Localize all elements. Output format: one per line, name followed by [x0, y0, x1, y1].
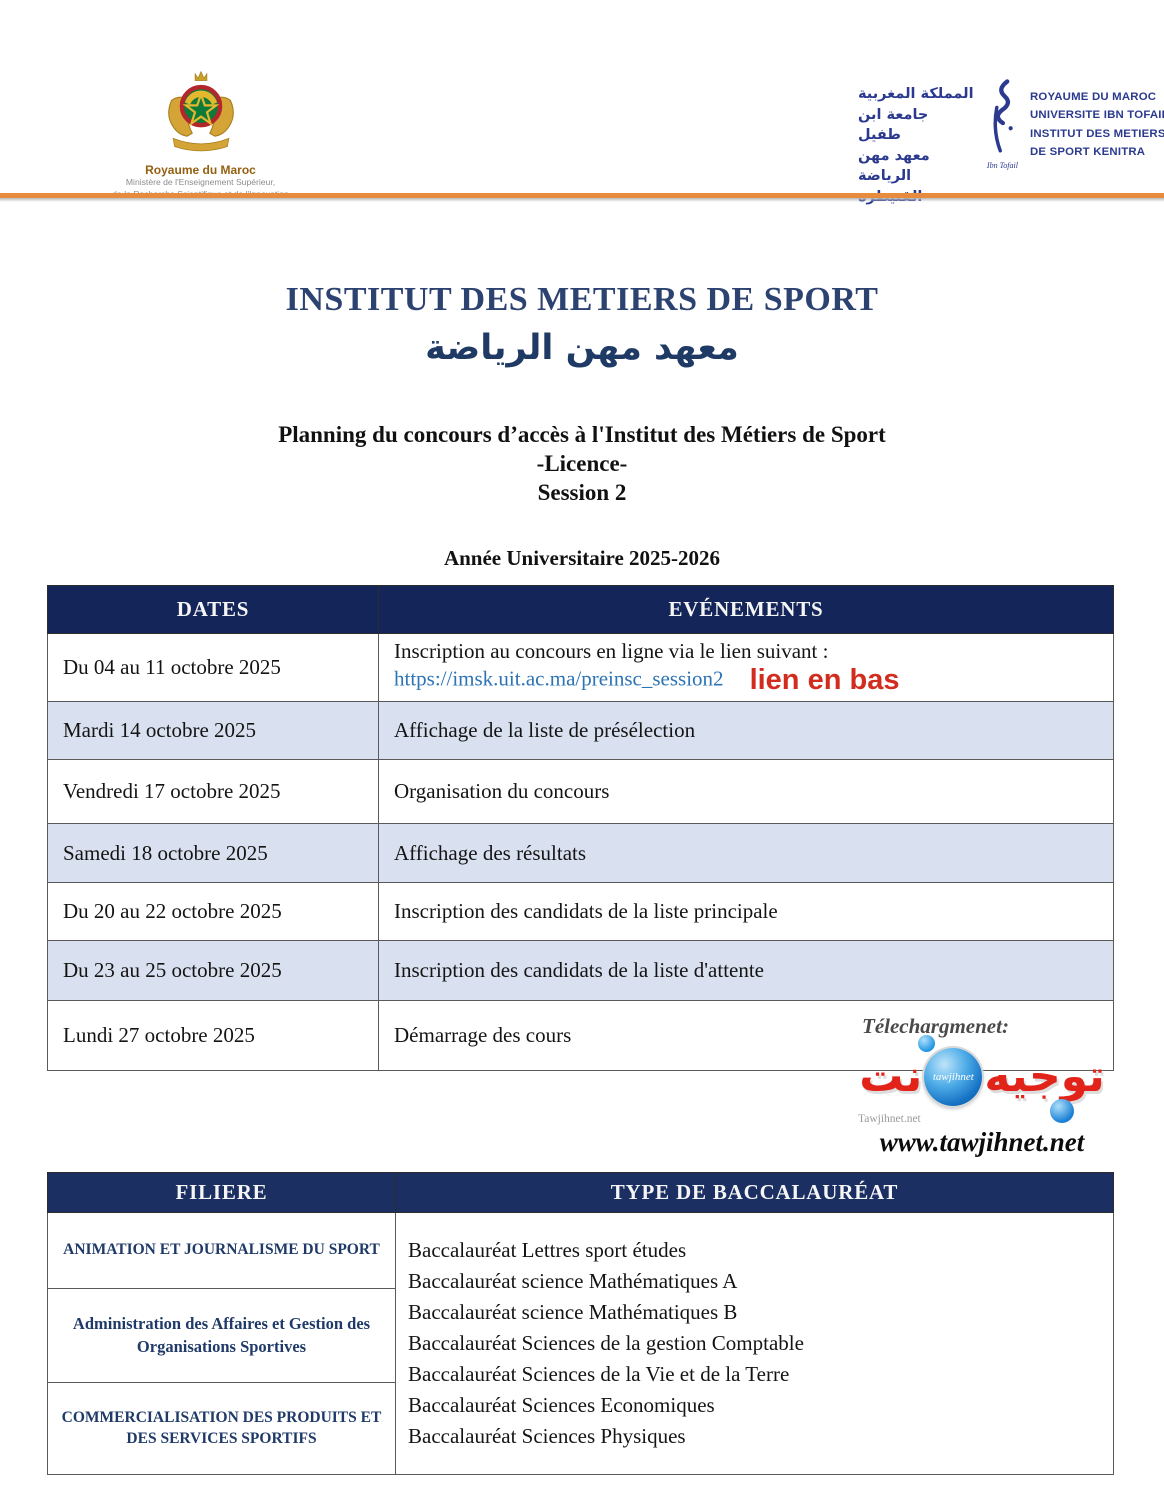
date-cell: Du 04 au 11 octobre 2025	[47, 633, 379, 702]
session-label: Session 2	[537, 480, 627, 505]
schedule-row: Vendredi 17 octobre 2025 Organisation du…	[47, 759, 1114, 824]
uit-arabic-line: معهد مهن الرياضة	[858, 147, 930, 185]
tawjihnet-logo: نت tawjihnet توجيه Tawjihnet.net	[852, 1035, 1112, 1125]
uit-text-line: INSTITUT DES METIERS	[1030, 127, 1164, 140]
schedule-row: Mardi 14 octobre 2025 Affichage de la li…	[47, 701, 1114, 760]
licence-label: -Licence-	[536, 451, 628, 476]
schedule-row: Du 23 au 25 octobre 2025 Inscription des…	[47, 940, 1114, 1001]
uit-text-line: ROYAUME DU MAROC	[1030, 91, 1157, 103]
event-cell: Inscription des candidats de la liste d'…	[378, 940, 1114, 1001]
date-cell: Mardi 14 octobre 2025	[47, 701, 379, 760]
uit-text-line: UNIVERSITE IBN TOFAIL	[1030, 109, 1164, 122]
event-cell: Affichage de la liste de présélection	[378, 701, 1114, 760]
registration-link[interactable]: https://imsk.uit.ac.ma/preinsc_session2	[394, 665, 724, 690]
uit-arabic-lines: المملكة المغربية جامعة ابن طفيل معهد مهن…	[858, 84, 975, 207]
orange-divider	[0, 193, 1164, 202]
ministry-line1: Ministère de l'Enseignement Supérieur,	[125, 177, 276, 187]
filiere-row: ANIMATION ET JOURNALISME DU SPORT Baccal…	[47, 1212, 1114, 1475]
page-title-arabic: معهد مهن الرياضة	[425, 328, 739, 368]
bac-type-item: Baccalauréat Sciences de la gestion Comp…	[408, 1331, 804, 1355]
page-title: INSTITUT DES METIERS DE SPORT	[285, 281, 879, 318]
event-cell: Organisation du concours	[378, 759, 1114, 824]
download-label: Télechargmenet:	[862, 1014, 1009, 1038]
event-text: Inscription au concours en ligne via le …	[394, 638, 829, 663]
annotation-lien-en-bas: lien en bas	[749, 663, 900, 696]
morocco-coat-of-arms-icon	[167, 70, 234, 152]
bac-type-item: Baccalauréat Sciences Economiques	[408, 1393, 715, 1417]
event-cell: Affichage des résultats	[378, 823, 1114, 883]
bac-type-item: Baccalauréat Sciences Physiques	[408, 1424, 686, 1448]
bac-type-item: Baccalauréat science Mathématiques A	[408, 1269, 738, 1293]
tawjihnet-globe-text: tawjihnet	[932, 1071, 974, 1083]
date-cell: Du 20 au 22 octobre 2025	[47, 882, 379, 941]
uit-calligraphy-icon	[993, 79, 1014, 153]
logo-bubble-icon	[1050, 1099, 1074, 1123]
event-cell: Inscription au concours en ligne via le …	[378, 633, 1114, 702]
filiere-column-header: FILIERE	[47, 1172, 396, 1213]
tawjihnet-globe-icon: tawjihnet	[924, 1048, 983, 1106]
dates-column-header: DATES	[47, 585, 379, 634]
tawjihnet-watermark: Télechargmenet: نت tawjihnet توجيه Tawji…	[852, 1014, 1112, 1158]
bac-type-item: Baccalauréat Lettres sport études	[408, 1238, 687, 1262]
filiere-header-row: FILIERE TYPE DE BACCALAURÉAT	[47, 1172, 1114, 1213]
filiere-table: FILIERE TYPE DE BACCALAURÉAT ANIMATION E…	[47, 1172, 1114, 1475]
uit-logo-block: المملكة المغربية جامعة ابن طفيل معهد مهن…	[858, 78, 1164, 207]
uit-script-label: Ibn Tofail	[986, 161, 1018, 170]
uit-arabic-line: المملكة المغربية	[858, 86, 974, 102]
filiere-cell: COMMERCIALISATION DES PRODUITS ET DES SE…	[47, 1382, 396, 1475]
royaume-du-maroc-label: Royaume du Maroc	[145, 163, 256, 177]
date-cell: Samedi 18 octobre 2025	[47, 823, 379, 883]
bac-types-cell: Baccalauréat Lettres sport études Baccal…	[395, 1212, 1114, 1475]
ministry-logo-block: Royaume du Maroc Ministère de l'Enseigne…	[108, 68, 293, 200]
uit-arabic-line: جامعة ابن طفيل	[858, 106, 929, 144]
date-cell: Lundi 27 octobre 2025	[47, 1000, 379, 1071]
bac-type-item: Baccalauréat science Mathématiques B	[408, 1300, 738, 1324]
schedule-table: DATES EVÉNEMENTS Du 04 au 11 octobre 202…	[47, 585, 1114, 1071]
schedule-row: Samedi 18 octobre 2025 Affichage des rés…	[47, 823, 1114, 883]
uit-text-lines: ROYAUME DU MAROC UNIVERSITE IBN TOFAIL I…	[1030, 88, 1164, 162]
tawjihnet-small-caption: Tawjihnet.net	[858, 1113, 921, 1125]
schedule-header-row: DATES EVÉNEMENTS	[47, 585, 1114, 634]
academic-year-label: Année Universitaire 2025-2026	[443, 546, 721, 570]
schedule-row: Du 20 au 22 octobre 2025 Inscription des…	[47, 882, 1114, 941]
bac-column-header: TYPE DE BACCALAURÉAT	[395, 1172, 1114, 1213]
filiere-row: Administration des Affaires et Gestion d…	[47, 1288, 1114, 1383]
bac-type-item: Baccalauréat Sciences de la Vie et de la…	[408, 1362, 790, 1386]
filiere-cell: Administration des Affaires et Gestion d…	[47, 1288, 396, 1383]
uit-logo-mark: Ibn Tofail	[977, 78, 1028, 170]
schedule-row: Du 04 au 11 octobre 2025 Inscription au …	[47, 633, 1114, 702]
planning-subtitle: Planning du concours d’accès à l'Institu…	[278, 422, 886, 447]
schedule-row: Lundi 27 octobre 2025 Démarrage des cour…	[47, 1000, 1114, 1071]
logo-bubble-icon	[918, 1035, 935, 1052]
subtitle-block: Planning du concours d’accès à l'Institu…	[0, 420, 1164, 507]
events-column-header: EVÉNEMENTS	[378, 585, 1114, 634]
filiere-row: COMMERCIALISATION DES PRODUITS ET DES SE…	[47, 1382, 1114, 1475]
filiere-cell: ANIMATION ET JOURNALISME DU SPORT	[47, 1212, 396, 1289]
tawjihnet-logo-net-word: نت	[859, 1051, 923, 1102]
tawjihnet-site-url: www.tawjihnet.net	[879, 1127, 1085, 1157]
event-cell: Démarrage des cours	[378, 1000, 1114, 1071]
tawjihnet-logo-tawjih-word: توجيه	[984, 1051, 1105, 1102]
event-cell: Inscription des candidats de la liste pr…	[378, 882, 1114, 941]
date-cell: Vendredi 17 octobre 2025	[47, 759, 379, 824]
date-cell: Du 23 au 25 octobre 2025	[47, 940, 379, 1001]
uit-text-line: DE SPORT KENITRA	[1030, 146, 1146, 159]
